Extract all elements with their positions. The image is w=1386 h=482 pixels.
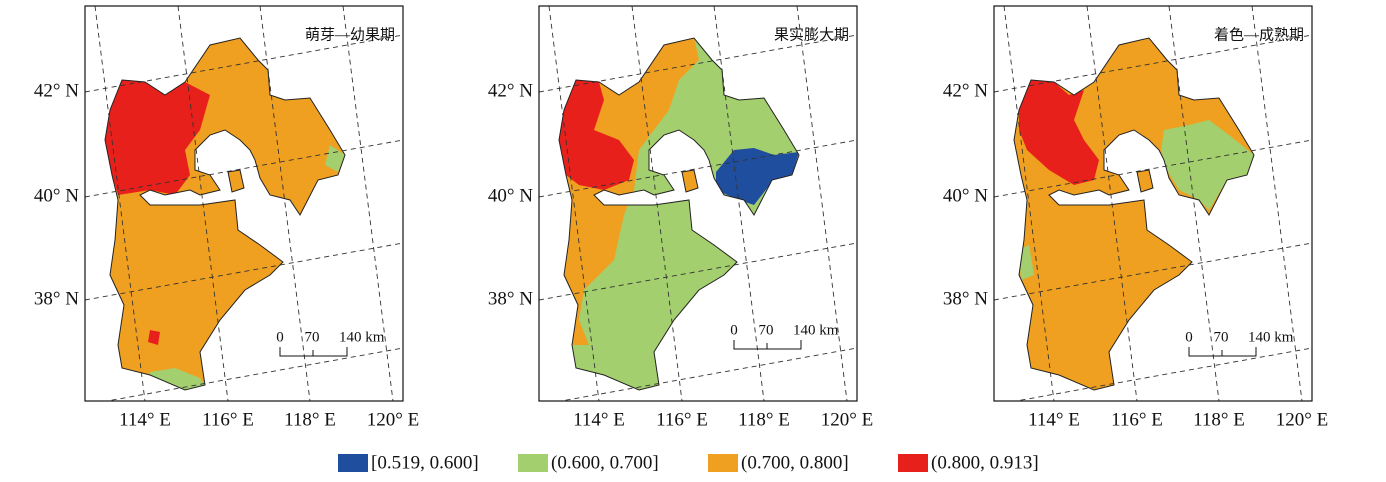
graticule xyxy=(1251,6,1303,401)
scale-label: 70 xyxy=(305,329,320,345)
map-frame xyxy=(538,5,858,402)
region-class xyxy=(716,148,799,205)
map-panel: 萌芽—幼果期 42° N 40° N 38° N 114° E 116° E 118° E 1… xyxy=(34,5,476,430)
graticule xyxy=(548,6,600,401)
lat-label: 40° N xyxy=(488,185,533,206)
lat-label: 38° N xyxy=(34,288,79,309)
graticule xyxy=(426,6,476,401)
map-area xyxy=(85,6,476,401)
lat-label: 42° N xyxy=(488,80,533,101)
graticule xyxy=(1086,6,1138,401)
map-panel: 果实膨大期 42° N 40° N 38° N 114° E 116° E 118° E 12… xyxy=(488,5,930,430)
scale-label: 0 xyxy=(276,329,284,345)
scale-label: 0 xyxy=(730,322,738,338)
scale-label: 0 xyxy=(1185,329,1193,345)
lon-label: 118° E xyxy=(738,409,790,430)
map-area xyxy=(994,6,1385,401)
region-outline xyxy=(1013,37,1255,391)
region-classes xyxy=(559,38,799,345)
lat-label: 42° N xyxy=(34,80,79,101)
lon-label: 120° E xyxy=(367,409,419,430)
region-class xyxy=(105,80,210,195)
graticule xyxy=(631,6,683,401)
map-frame xyxy=(84,5,404,402)
graticule xyxy=(1335,6,1385,401)
map-frame xyxy=(993,5,1313,402)
scale-label: 140 km xyxy=(1248,329,1294,345)
panel-title: 着色—成熟期 xyxy=(1214,26,1304,43)
lon-label: 114° E xyxy=(1028,409,1080,430)
legend-label: (0.700, 0.800] xyxy=(741,452,849,473)
lat-label: 38° N xyxy=(488,288,533,309)
region-class xyxy=(325,145,345,172)
graticule xyxy=(94,6,146,401)
lon-label: 114° E xyxy=(119,409,171,430)
graticule xyxy=(177,6,229,401)
legend-label: (0.800, 0.913] xyxy=(931,452,1039,473)
scale-label: 140 km xyxy=(793,322,839,338)
lat-label: 40° N xyxy=(34,185,79,206)
legend-label: (0.600, 0.700] xyxy=(551,452,659,473)
graticule xyxy=(259,6,311,401)
scale-label: 70 xyxy=(1214,329,1229,345)
lon-label: 116° E xyxy=(656,409,708,430)
graticule xyxy=(342,6,394,401)
lon-label: 116° E xyxy=(202,409,254,430)
lon-label: 120° E xyxy=(1276,409,1328,430)
graticule xyxy=(1168,6,1220,401)
legend-label: [0.519, 0.600] xyxy=(371,452,479,473)
graticule xyxy=(713,6,765,401)
scale-label: 70 xyxy=(759,322,774,338)
region-class xyxy=(148,330,160,345)
graticule xyxy=(796,6,848,401)
legend-swatch xyxy=(898,454,928,472)
region-class xyxy=(1161,120,1254,210)
region-outline xyxy=(558,37,800,391)
lat-label: 42° N xyxy=(943,80,988,101)
region-class xyxy=(1019,80,1099,185)
lon-label: 118° E xyxy=(284,409,336,430)
legend-swatch xyxy=(338,454,368,472)
region-island xyxy=(681,169,699,193)
region-classes xyxy=(1019,80,1254,280)
region-outline xyxy=(104,37,346,391)
scale-label: 140 km xyxy=(339,329,385,345)
region-class xyxy=(150,368,205,390)
graticule xyxy=(880,6,930,401)
legend-swatch xyxy=(518,454,548,472)
lon-label: 116° E xyxy=(1111,409,1163,430)
region-class xyxy=(559,80,634,190)
region-class xyxy=(1019,245,1034,280)
graticule xyxy=(1003,6,1055,401)
lat-label: 38° N xyxy=(943,288,988,309)
region-island xyxy=(227,169,245,193)
map-area xyxy=(539,6,930,401)
map-panel: 着色—成熟期 42° N 40° N 38° N 114° E 116° E 118° E 1… xyxy=(943,5,1385,430)
legend-swatch xyxy=(708,454,738,472)
region-classes xyxy=(105,80,345,390)
lat-label: 40° N xyxy=(943,185,988,206)
panel-title: 果实膨大期 xyxy=(774,26,849,43)
panel-title: 萌芽—幼果期 xyxy=(305,26,395,43)
region-island xyxy=(1136,169,1154,193)
lon-label: 118° E xyxy=(1193,409,1245,430)
lon-label: 114° E xyxy=(573,409,625,430)
lon-label: 120° E xyxy=(821,409,873,430)
